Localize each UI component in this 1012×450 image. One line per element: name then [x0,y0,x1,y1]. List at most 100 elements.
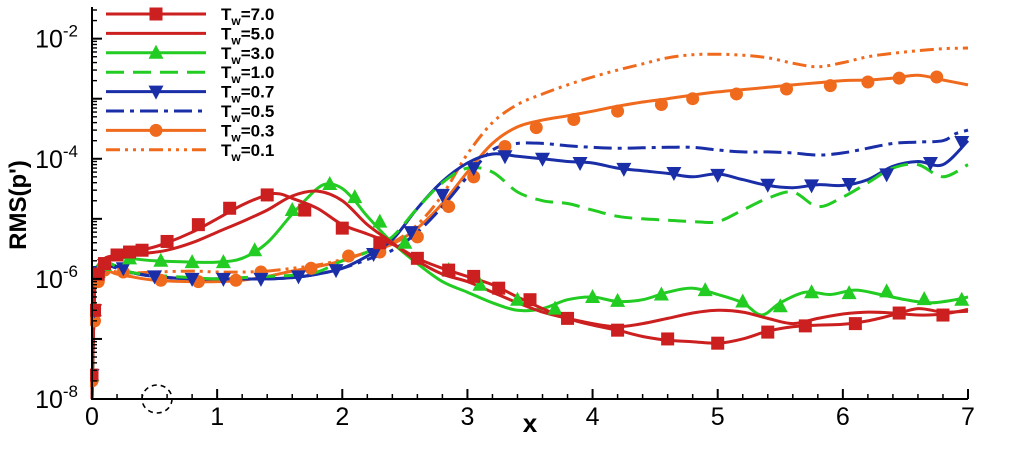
data-point-marker [848,317,862,331]
legend-entry: Tw=5.0 [106,24,274,47]
data-point-marker [153,252,169,267]
data-point-marker [954,136,970,151]
x-tick-label: 7 [961,403,975,431]
data-point-marker [804,284,820,299]
data-point-marker [523,293,537,307]
data-point-marker [760,178,776,193]
data-point-marker [841,285,857,300]
data-point-marker [466,162,482,177]
data-point-marker [347,189,363,204]
data-point-marker [922,157,938,172]
data-point-marker [135,243,149,257]
x-tick-label: 3 [460,403,474,431]
data-point-marker [160,234,174,248]
data-point-marker [611,323,625,337]
y-axis-label: RMS(p') [5,160,32,250]
data-point-marker [442,200,456,214]
data-point-marker [954,291,970,306]
y-tick-label: 10-8 [35,382,78,414]
legend-entry: Tw=1.0 [106,63,274,86]
data-point-marker [711,336,725,350]
data-point-marker [229,273,243,287]
data-point-marker [467,170,481,184]
data-point-marker [610,292,626,307]
data-point-marker [841,178,857,193]
x-tick-label: 1 [210,403,224,431]
series-line-tw-0-3 [90,73,969,400]
data-point-marker [322,176,338,191]
data-point-marker [498,140,512,154]
data-point-marker [761,325,775,339]
data-point-marker [572,157,588,172]
data-point-marker [772,298,788,313]
legend-entry: Tw=3.0 [106,44,274,67]
data-point-marker [567,113,581,127]
x-axis-label: x [523,408,538,438]
data-point-marker [509,291,525,306]
data-point-marker [661,332,675,346]
legend-label: Tw=5.0 [221,24,274,47]
data-point-marker [98,257,112,271]
data-point-marker [115,262,131,277]
data-point-marker [653,286,669,301]
data-point-marker [780,82,794,96]
data-point-marker [879,168,895,183]
data-point-marker [616,162,632,177]
data-point-marker [892,306,906,320]
data-point-marker [410,251,424,265]
legend-label: Tw=0.1 [221,141,274,164]
legend-entry: Tw=0.7 [106,83,274,106]
legend-entry: Tw=0.1 [106,141,274,164]
data-point-marker [304,261,318,275]
data-point-marker [215,272,231,287]
data-point-marker [879,283,895,298]
data-point-marker [397,234,413,249]
data-point-marker [191,218,205,232]
dashed-circle-annotation [141,384,173,414]
data-point-marker [184,254,200,269]
data-point-marker [284,202,300,217]
data-point-marker [497,150,513,165]
data-point-marker [561,311,575,325]
legend-entry: Tw=0.3 [106,121,274,144]
data-point-marker [930,70,944,84]
data-point-marker [247,242,263,257]
series-line-tw-1-0 [90,162,969,400]
data-point-marker [936,308,950,322]
data-point-marker [123,245,137,259]
x-tick-label: 2 [335,403,349,431]
data-point-marker [260,188,274,202]
marker-layer [90,70,970,388]
data-point-marker [184,272,200,287]
data-point-marker [298,203,312,217]
data-point-marker [710,168,726,183]
legend-label: Tw=3.0 [221,44,274,67]
data-point-marker [798,319,812,333]
data-point-marker [290,270,306,285]
legend-marker [149,7,163,21]
data-point-marker [535,152,551,167]
data-point-marker [147,270,163,285]
data-point-marker [366,247,382,262]
data-point-marker [342,249,356,263]
data-point-marker [335,221,349,235]
data-point-marker [697,282,713,297]
data-point-marker [666,166,682,181]
legend-label: Tw=1.0 [221,63,274,86]
data-point-marker [373,236,387,250]
x-tick-label: 0 [85,403,99,431]
data-point-marker [442,263,456,277]
legend-marker [148,85,164,100]
data-point-marker [492,281,506,295]
data-point-marker [611,104,625,118]
data-point-marker [472,276,488,291]
data-point-marker [916,291,932,306]
data-point-marker [253,272,269,287]
data-point-marker [529,121,543,135]
legend-label: Tw=0.5 [221,102,274,125]
legend: Tw=7.0Tw=5.0Tw=3.0Tw=1.0Tw=0.7Tw=0.5Tw=0… [106,5,274,164]
x-tick-label: 5 [711,403,725,431]
series-line-tw-0-7 [90,139,970,400]
